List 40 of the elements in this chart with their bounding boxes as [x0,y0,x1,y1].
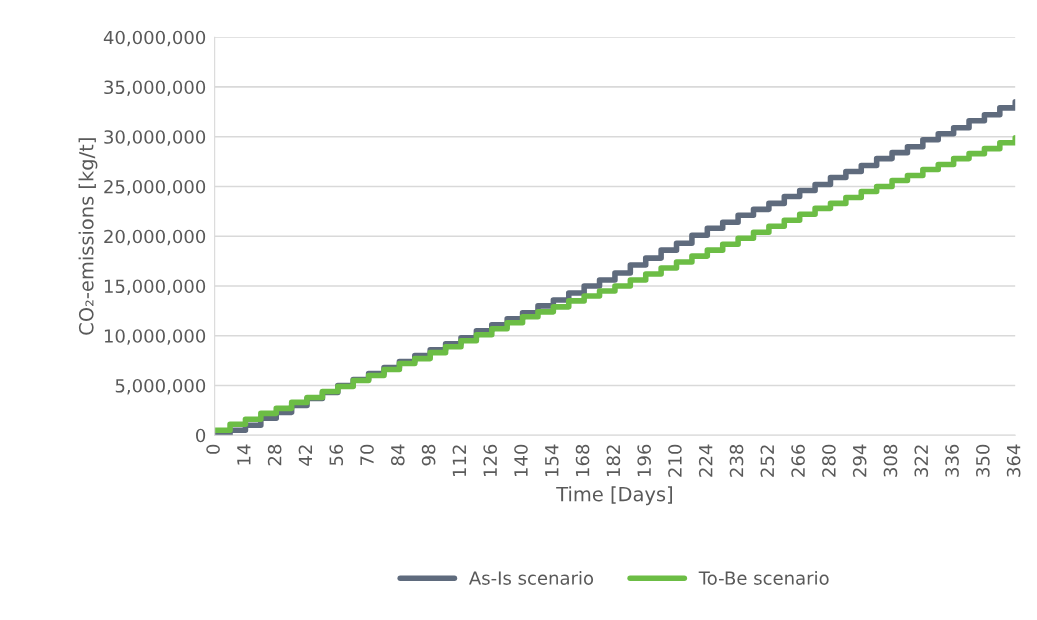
x-tick-label: 280 [822,444,836,477]
legend-label: To-Be scenario [698,570,829,585]
x-tick-label: 308 [883,444,898,477]
x-tick-label: 56 [329,444,344,466]
x-tick-label: 182 [606,445,621,477]
x-tick-label: 266 [791,444,805,477]
x-tick-label: 98 [421,444,436,466]
x-tick-label: 364 [1006,444,1021,477]
x-tick-label: 140 [514,444,528,477]
x-tick-label: 14 [237,444,251,465]
x-tick-label: 0 [206,444,220,454]
y-tick-label: 25,000,000 [104,179,206,196]
x-tick-label: 28 [267,444,282,466]
y-tick-label: 0 [196,428,206,443]
x-tick-label: 154 [545,444,559,477]
x-tick-label: 42 [298,445,313,466]
y-tick-label: 35,000,000 [104,80,206,96]
x-tick-label: 112 [452,445,466,477]
x-tick-label: 210 [668,444,682,477]
x-tick-label: 84 [390,444,405,466]
legend-label: As-Is scenario [469,570,594,585]
x-tick-label: 252 [760,445,775,477]
y-tick-label: 10,000,000 [104,329,206,345]
x-tick-label: 224 [698,444,713,477]
y-axis-title: CO₂-emissions [kg/t] [78,138,98,335]
x-tick-label: 196 [637,444,651,477]
y-tick-label: 20,000,000 [104,229,206,246]
x-tick-label: 70 [360,444,374,466]
y-tick-label: 30,000,000 [104,130,206,146]
x-tick-label: 350 [976,444,990,477]
y-tick-label: 40,000,000 [103,30,206,47]
x-tick-label: 238 [729,444,744,477]
x-axis-title: Time [Days] [556,486,672,506]
y-tick-label: 5,000,000 [115,378,206,395]
x-tick-label: 126 [483,444,498,477]
y-tick-label: 15,000,000 [104,279,206,295]
x-tick-label: 168 [575,444,590,477]
x-tick-label: 336 [945,444,959,477]
x-tick-label: 322 [914,445,929,477]
x-tick-label: 294 [852,444,867,477]
